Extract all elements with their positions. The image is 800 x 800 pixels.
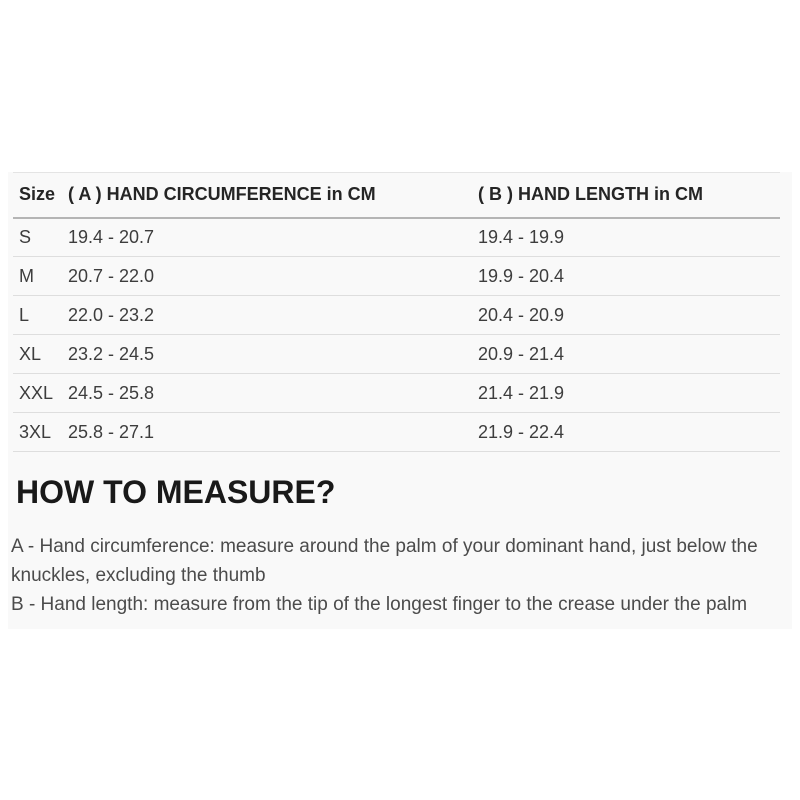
size-cell: S [13, 217, 62, 257]
hand-length-cell: 21.4 - 21.9 [472, 373, 780, 413]
hand-circumference-cell: 19.4 - 20.7 [62, 217, 472, 257]
hand-circumference-cell: 24.5 - 25.8 [62, 373, 472, 413]
hand-circumference-cell: 22.0 - 23.2 [62, 295, 472, 335]
size-cell: 3XL [13, 412, 62, 452]
size-guide-section: Size ( A ) HAND CIRCUMFERENCE in CM ( B … [8, 172, 792, 629]
hand-circumference-cell: 23.2 - 24.5 [62, 334, 472, 374]
table-row: 3XL 25.8 - 27.1 21.9 - 22.4 [13, 412, 780, 452]
hand-length-cell: 21.9 - 22.4 [472, 412, 780, 452]
size-cell: XL [13, 334, 62, 374]
column-header-size: Size [13, 172, 62, 219]
table-row: M 20.7 - 22.0 19.9 - 20.4 [13, 256, 780, 296]
hand-circumference-cell: 25.8 - 27.1 [62, 412, 472, 452]
column-header-hand-circumference: ( A ) HAND CIRCUMFERENCE in CM [62, 172, 472, 219]
table-row: XL 23.2 - 24.5 20.9 - 21.4 [13, 334, 780, 374]
size-table: Size ( A ) HAND CIRCUMFERENCE in CM ( B … [13, 172, 780, 452]
column-header-hand-length: ( B ) HAND LENGTH in CM [472, 172, 780, 219]
table-row: L 22.0 - 23.2 20.4 - 20.9 [13, 295, 780, 335]
hand-length-cell: 20.9 - 21.4 [472, 334, 780, 374]
size-cell: L [13, 295, 62, 335]
instruction-hand-circumference: A - Hand circumference: measure around t… [11, 536, 758, 586]
table-row: S 19.4 - 20.7 19.4 - 19.9 [13, 217, 780, 257]
hand-length-cell: 19.9 - 20.4 [472, 256, 780, 296]
how-to-measure-heading: HOW TO MEASURE? [16, 474, 336, 510]
hand-length-cell: 20.4 - 20.9 [472, 295, 780, 335]
size-cell: M [13, 256, 62, 296]
size-cell: XXL [13, 373, 62, 413]
size-table-header-row: Size ( A ) HAND CIRCUMFERENCE in CM ( B … [13, 172, 780, 219]
table-row: XXL 24.5 - 25.8 21.4 - 21.9 [13, 373, 780, 413]
hand-circumference-cell: 20.7 - 22.0 [62, 256, 472, 296]
instruction-hand-length: B - Hand length: measure from the tip of… [11, 594, 748, 615]
hand-length-cell: 19.4 - 19.9 [472, 217, 780, 257]
